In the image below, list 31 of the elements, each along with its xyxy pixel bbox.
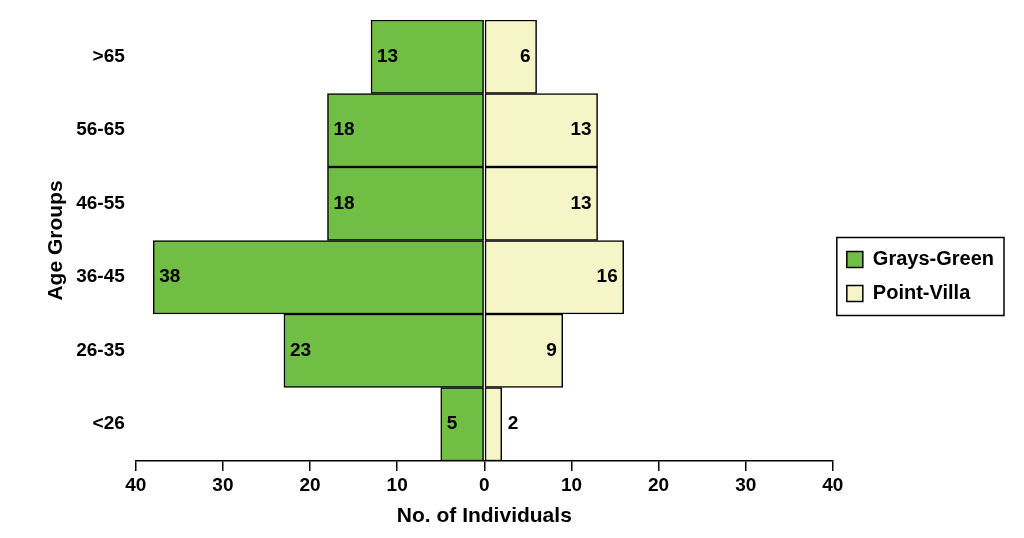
x-tick-label: 40 [125,473,147,495]
x-tick-label: 20 [299,473,321,495]
x-axis-title: No. of Individuals [396,503,572,527]
x-tick-label: 20 [648,473,670,495]
x-tick-label: 30 [735,473,757,495]
y-tick-label: 46-55 [76,191,126,213]
y-tick-label: 56-65 [76,118,126,140]
y-axis-title: Age Groups [43,180,67,301]
y-tick-label: 36-45 [76,265,126,287]
data-label: 13 [377,44,399,66]
x-tick-label: 10 [560,473,583,495]
y-tick-label: >65 [92,44,126,66]
x-tick-label: 40 [822,473,844,495]
x-tick-label: 30 [212,473,234,495]
data-label: 23 [289,338,312,360]
data-label: 6 [520,44,531,66]
data-label: 18 [333,191,355,213]
data-label: 16 [596,265,618,287]
legend-label: Grays-Green [872,247,994,270]
x-tick-label: 10 [386,473,408,495]
data-label: 13 [570,118,592,140]
y-tick-label: 26-35 [76,338,126,360]
data-label: 9 [546,338,557,360]
data-label: 2 [507,412,519,434]
x-tick-label: 0 [479,473,490,495]
data-label: 38 [159,265,181,287]
y-tick-label: <26 [92,412,125,434]
data-label: 13 [570,191,592,213]
data-label: 5 [446,412,458,434]
legend-label: Point-Villa [872,281,972,304]
data-label: 18 [333,118,355,140]
